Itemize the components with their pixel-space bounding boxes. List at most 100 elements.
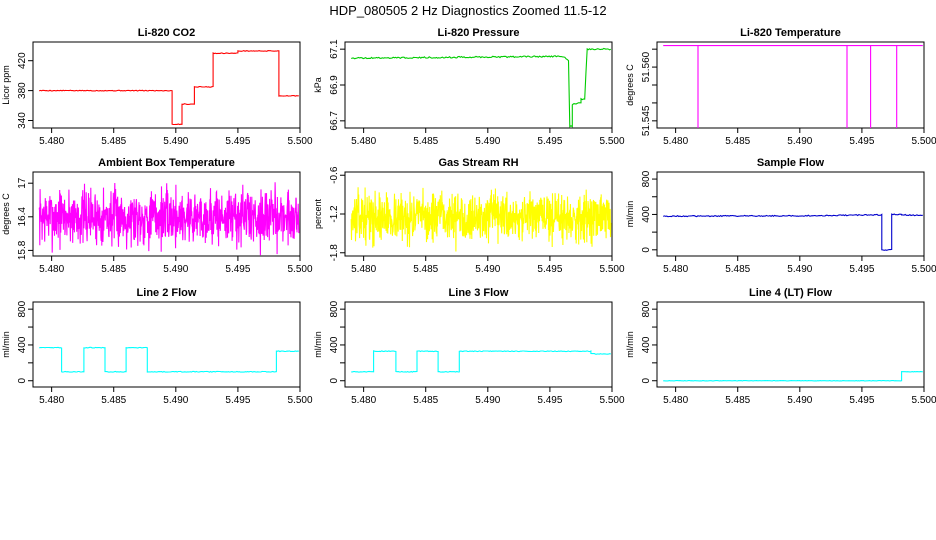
y-tick-label: -1.2 [329, 205, 340, 223]
y-tick-label: 0 [641, 378, 652, 384]
y-axis-label: degrees C [625, 64, 635, 106]
figure-title: HDP_080505 2 Hz Diagnostics Zoomed 11.5-… [329, 3, 606, 18]
x-tick-label: 5.485 [725, 395, 750, 406]
x-tick-label: 5.485 [413, 395, 438, 406]
x-tick-label: 5.490 [475, 136, 500, 147]
y-tick-label: 400 [641, 336, 652, 353]
x-tick-label: 5.480 [663, 264, 688, 275]
chart-panel-9: Line 4 (LT) Flow 5.480 5.485 5.490 5.495 5.50… [625, 287, 936, 406]
series-line [39, 49, 299, 126]
x-tick-label: 5.485 [413, 264, 438, 275]
series-line [38, 182, 300, 256]
y-tick-label: 400 [17, 336, 28, 353]
y-axis-label: Licor ppm [1, 65, 11, 105]
y-tick-label: 67.1 [329, 39, 340, 59]
x-tick-label: 5.490 [475, 395, 500, 406]
x-tick-label: 5.500 [599, 395, 624, 406]
plot-frame [656, 301, 925, 388]
series-line [39, 346, 299, 373]
panel-title: Li-820 CO2 [138, 27, 195, 39]
panel-title: Gas Stream RH [438, 157, 518, 169]
y-axis-label: percent [313, 198, 323, 229]
x-tick-label: 5.500 [287, 264, 312, 275]
x-tick-label: 5.485 [725, 136, 750, 147]
x-tick-label: 5.495 [537, 136, 562, 147]
chart-panel-3: Li-820 Temperature 5.480 5.485 5.490 5.495 5.… [625, 27, 936, 147]
x-tick-label: 5.480 [351, 264, 376, 275]
x-tick-label: 5.490 [163, 136, 188, 147]
y-axis-label: ml/min [313, 331, 323, 358]
y-tick-label: 340 [17, 112, 28, 129]
y-tick-label: 66.7 [329, 111, 340, 131]
x-tick-label: 5.490 [787, 395, 812, 406]
panel-title: Ambient Box Temperature [98, 157, 235, 169]
x-tick-label: 5.480 [663, 136, 688, 147]
x-tick-label: 5.490 [787, 136, 812, 147]
y-tick-label: 17 [17, 177, 28, 189]
y-tick-label: 0 [17, 378, 28, 384]
panel-title: Line 3 Flow [449, 287, 509, 299]
series-line [663, 45, 923, 128]
y-tick-label: 51.560 [641, 51, 652, 82]
x-tick-label: 5.500 [287, 136, 312, 147]
y-tick-label: 380 [17, 82, 28, 99]
y-tick-label: 400 [329, 336, 340, 353]
y-axis-label: ml/min [625, 201, 635, 228]
x-tick-label: 5.495 [225, 395, 250, 406]
series-line [662, 213, 923, 251]
plot-frame [32, 41, 301, 129]
x-tick-label: 5.495 [225, 264, 250, 275]
y-axis-label: degrees C [1, 193, 11, 235]
y-tick-label: -1.8 [329, 244, 340, 262]
y-tick-label: 51.545 [641, 105, 652, 136]
y-tick-label: 66.9 [329, 75, 340, 95]
x-tick-label: 5.500 [911, 136, 936, 147]
panel-title: Line 4 (LT) Flow [749, 287, 832, 299]
x-tick-label: 5.495 [849, 136, 874, 147]
y-tick-label: 420 [17, 52, 28, 69]
chart-panel-7: Line 2 Flow 5.480 5.485 5.490 5.495 5.500 0 400… [1, 287, 313, 406]
y-tick-label: 800 [329, 300, 340, 317]
chart-panel-5: Gas Stream RH 5.480 5.485 5.490 5.495 5.500 -1… [313, 157, 625, 275]
plot-frame [32, 301, 301, 388]
panel-title: Sample Flow [757, 157, 825, 169]
plot-frame [32, 171, 301, 257]
x-tick-label: 5.495 [225, 136, 250, 147]
y-axis-label: ml/min [625, 331, 635, 358]
chart-panel-4: Ambient Box Temperature 5.480 5.485 5.490 5.… [1, 157, 313, 275]
y-tick-label: 0 [329, 378, 340, 384]
x-tick-label: 5.485 [413, 136, 438, 147]
y-tick-label: -0.6 [329, 166, 340, 184]
y-tick-label: 15.8 [17, 240, 28, 260]
x-tick-label: 5.495 [849, 264, 874, 275]
plot-frame [344, 301, 613, 388]
x-tick-label: 5.500 [287, 395, 312, 406]
x-tick-label: 5.480 [39, 395, 64, 406]
x-tick-label: 5.495 [537, 395, 562, 406]
y-tick-label: 800 [641, 300, 652, 317]
x-tick-label: 5.480 [39, 264, 64, 275]
x-tick-label: 5.500 [911, 264, 936, 275]
y-tick-label: 800 [17, 300, 28, 317]
y-axis-label: kPa [313, 77, 323, 93]
chart-panel-6: Sample Flow 5.480 5.485 5.490 5.495 5.500 0 400… [625, 157, 936, 275]
x-tick-label: 5.500 [599, 136, 624, 147]
panel-title: Line 2 Flow [137, 287, 197, 299]
x-tick-label: 5.490 [163, 264, 188, 275]
x-tick-label: 5.500 [599, 264, 624, 275]
series-line [350, 187, 612, 252]
x-tick-label: 5.480 [39, 136, 64, 147]
plot-frame [656, 41, 925, 129]
x-tick-label: 5.500 [911, 395, 936, 406]
chart-panel-1: Li-820 CO2 5.480 5.485 5.490 5.495 5.500 340 38… [1, 27, 313, 147]
y-tick-label: 800 [641, 170, 652, 187]
plot-frame [656, 171, 925, 257]
x-tick-label: 5.485 [725, 264, 750, 275]
x-tick-label: 5.495 [849, 395, 874, 406]
x-tick-label: 5.480 [663, 395, 688, 406]
x-tick-label: 5.495 [537, 264, 562, 275]
x-tick-label: 5.490 [787, 264, 812, 275]
series-line [351, 47, 612, 128]
x-tick-label: 5.485 [101, 395, 126, 406]
